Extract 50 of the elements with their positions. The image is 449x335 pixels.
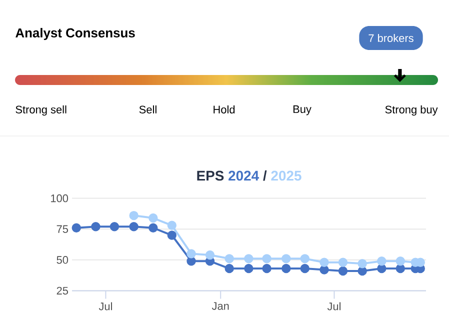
category-label: Buy (293, 105, 312, 116)
category-label: Strong buy (385, 105, 438, 116)
point (358, 266, 367, 276)
text: 2024 (228, 170, 260, 181)
point (300, 254, 310, 264)
point (377, 256, 386, 266)
y-tick-label: 50 (56, 256, 68, 264)
point (224, 264, 234, 274)
x-tick-label: Jul (327, 302, 340, 310)
text: Analyst Consensus (16, 28, 135, 40)
text: / (263, 170, 267, 181)
point (358, 258, 367, 268)
x-tick-label: Jan (212, 302, 229, 310)
point (224, 254, 234, 264)
point (244, 254, 254, 264)
point (282, 264, 291, 274)
point (282, 254, 291, 264)
point (377, 264, 386, 274)
text: 7 brokers (368, 34, 414, 42)
point (148, 223, 158, 232)
x-tick-label: Jul (98, 302, 112, 310)
point (186, 256, 196, 266)
y-tick-label: 25 (56, 286, 68, 295)
point (148, 213, 158, 223)
point (262, 264, 272, 274)
point (129, 222, 138, 232)
text: 2025 (271, 170, 302, 181)
point (91, 222, 100, 232)
point (129, 210, 138, 220)
category-label: Hold (214, 105, 235, 114)
point (205, 250, 215, 260)
point (244, 264, 254, 274)
category-label: Strong sell (16, 105, 66, 116)
point (186, 249, 196, 258)
y-tick-label: 75 (56, 225, 68, 233)
point (320, 265, 329, 274)
point (262, 254, 272, 264)
point (396, 264, 406, 274)
point (300, 264, 310, 274)
point (320, 258, 329, 267)
point (338, 266, 348, 276)
point (167, 230, 176, 240)
y-tick-label: 100 (51, 194, 68, 202)
point (338, 258, 348, 267)
chart-title: EPS (197, 170, 224, 181)
point (72, 223, 81, 232)
point (396, 256, 406, 266)
point (110, 222, 120, 232)
point (167, 220, 176, 230)
category-label: Sell (139, 105, 156, 114)
